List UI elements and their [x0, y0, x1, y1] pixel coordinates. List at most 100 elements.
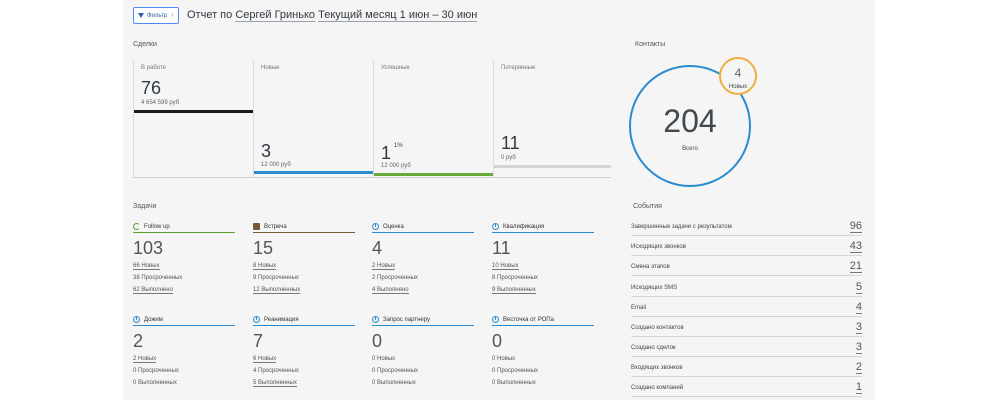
clock-icon: [133, 316, 140, 323]
deal-column-lost[interactable]: Потерянные 11 0 руб: [493, 60, 611, 178]
task-new-link[interactable]: 6 Новых: [253, 356, 277, 363]
chevron-right-icon: ›: [171, 12, 174, 19]
task-card-qualification: Квалификация 11 10 Новых 8 Просроченных …: [492, 221, 594, 296]
deal-sum: 12 000 руб: [261, 162, 291, 168]
task-new: 0 Новых: [372, 356, 396, 362]
event-label: Исходящих звонков: [631, 244, 686, 250]
task-card-rop-message: Весточка от РОПа 0 0 Новых 0 Просроченны…: [492, 314, 594, 389]
task-done-link[interactable]: 4 Выполнено: [372, 287, 409, 294]
filter-button-label: Фильтр: [147, 12, 168, 19]
task-count: 2: [133, 331, 144, 351]
deal-sum: 4 654 599 руб: [141, 100, 180, 106]
deal-count: 76: [141, 78, 162, 98]
task-header[interactable]: Квалификация: [492, 221, 594, 233]
task-header[interactable]: Встреча: [253, 221, 355, 233]
task-overdue: 0 Просроченных: [372, 368, 418, 374]
task-header[interactable]: Реанимация: [253, 314, 355, 326]
event-value-link[interactable]: 43: [849, 240, 862, 253]
funnel-icon: [138, 13, 144, 18]
task-header[interactable]: Дожим: [133, 314, 235, 326]
event-value-link[interactable]: 5: [855, 281, 862, 294]
task-count: 7: [253, 331, 264, 351]
event-value-link[interactable]: 21: [849, 260, 862, 273]
deal-progress-bar: [134, 110, 253, 113]
task-overdue: 2 Просроченных: [372, 275, 418, 281]
task-card-meeting: Встреча 15 8 Новых 9 Просроченных 12 Вып…: [253, 221, 355, 296]
task-header[interactable]: Follow up: [133, 221, 235, 233]
task-done-link[interactable]: 62 Выполнено: [133, 287, 173, 294]
task-count: 103: [133, 238, 164, 258]
task-overdue: 8 Просроченных: [492, 275, 538, 281]
event-value-link[interactable]: 3: [855, 321, 862, 334]
task-done-link[interactable]: 9 Выполненных: [492, 287, 536, 294]
task-new-link[interactable]: 8 Новых: [253, 263, 277, 270]
event-row: Создано компаний 1: [631, 377, 862, 397]
task-overdue: 0 Просроченных: [492, 368, 538, 374]
event-label: Завершенные задачи с результатом: [631, 224, 732, 230]
deal-count: 1 1%: [381, 143, 403, 163]
task-new-link[interactable]: 2 Новых: [372, 263, 396, 270]
task-name: Дожим: [144, 316, 163, 323]
deal-count: 11: [501, 133, 520, 153]
contacts-total-label: Всего: [682, 146, 698, 152]
task-overdue: 0 Просроченных: [133, 368, 179, 374]
contacts-new-label: Новых: [728, 84, 748, 90]
task-header[interactable]: Оценка: [372, 221, 474, 233]
event-row: Исходящих звонков 43: [631, 236, 862, 256]
deal-column-success[interactable]: Успешные 1 1% 12 000 руб: [373, 60, 493, 178]
task-overdue: 38 Просроченных: [133, 275, 183, 281]
events-section-title: События: [633, 203, 662, 210]
period-selector[interactable]: Текущий месяц 1 июн – 30 июн: [318, 9, 478, 22]
deal-label: Потерянные: [501, 65, 536, 71]
task-count: 11: [492, 238, 511, 258]
task-card-closing: Дожим 2 2 Новых 0 Просроченных 0 Выполне…: [133, 314, 235, 389]
task-new-link[interactable]: 66 Новых: [133, 263, 160, 270]
event-row: Создано сделок 3: [631, 337, 862, 357]
task-header[interactable]: Запрос партнеру: [372, 314, 474, 326]
deals-baseline: [133, 177, 611, 178]
event-value-link[interactable]: 96: [849, 220, 862, 233]
briefcase-icon: [253, 223, 260, 230]
deal-progress-bar: [254, 171, 373, 174]
event-value-link[interactable]: 4: [855, 301, 862, 314]
deal-sum: 12 000 руб: [381, 163, 411, 169]
deal-sum: 0 руб: [501, 155, 516, 161]
contacts-new-circle[interactable]: [719, 57, 757, 95]
event-label: Создано контактов: [631, 325, 684, 331]
user-selector[interactable]: Сергей Гринько: [235, 9, 316, 22]
task-card-partner-request: Запрос партнеру 0 0 Новых 0 Просроченных…: [372, 314, 474, 389]
task-card-reanimation: Реанимация 7 6 Новых 4 Просроченных 5 Вы…: [253, 314, 355, 389]
event-row: Email 4: [631, 297, 862, 317]
followup-icon: [133, 223, 140, 230]
deal-column-new[interactable]: Новые 3 12 000 руб: [253, 60, 373, 178]
task-header[interactable]: Весточка от РОПа: [492, 314, 594, 326]
task-new: 0 Новых: [492, 356, 516, 362]
event-label: Email: [631, 305, 647, 311]
task-overdue: 9 Просроченных: [253, 275, 299, 281]
event-label: Создано сделок: [631, 345, 676, 351]
deal-progress-bar: [374, 173, 493, 176]
tasks-section-title: Задачи: [133, 203, 157, 210]
deal-column-in-progress[interactable]: В работе 76 4 654 599 руб: [133, 60, 253, 178]
event-value-link[interactable]: 1: [855, 381, 862, 394]
deal-label: Новые: [261, 65, 280, 71]
clock-icon: [372, 316, 379, 323]
task-name: Оценка: [383, 223, 404, 230]
clock-icon: [492, 223, 499, 230]
event-row: Смена этапов 21: [631, 256, 862, 276]
task-name: Квалификация: [503, 223, 545, 230]
task-count: 0: [372, 331, 383, 351]
task-count: 0: [492, 331, 503, 351]
task-card-assessment: Оценка 4 2 Новых 2 Просроченных 4 Выполн…: [372, 221, 474, 296]
contacts-total-value: 204: [663, 103, 717, 139]
task-done-link[interactable]: 12 Выполненных: [253, 287, 301, 294]
event-label: Исходящих SMS: [631, 285, 678, 291]
task-new-link[interactable]: 10 Новых: [492, 263, 519, 270]
task-name: Весточка от РОПа: [503, 316, 554, 323]
task-done-link[interactable]: 5 Выполненных: [253, 380, 297, 387]
event-value-link[interactable]: 3: [855, 341, 862, 354]
task-new-link[interactable]: 2 Новых: [133, 356, 157, 363]
event-value-link[interactable]: 2: [855, 361, 862, 374]
event-row: Завершенные задачи с результатом 96: [631, 216, 862, 236]
filter-button[interactable]: Фильтр ›: [133, 7, 179, 24]
